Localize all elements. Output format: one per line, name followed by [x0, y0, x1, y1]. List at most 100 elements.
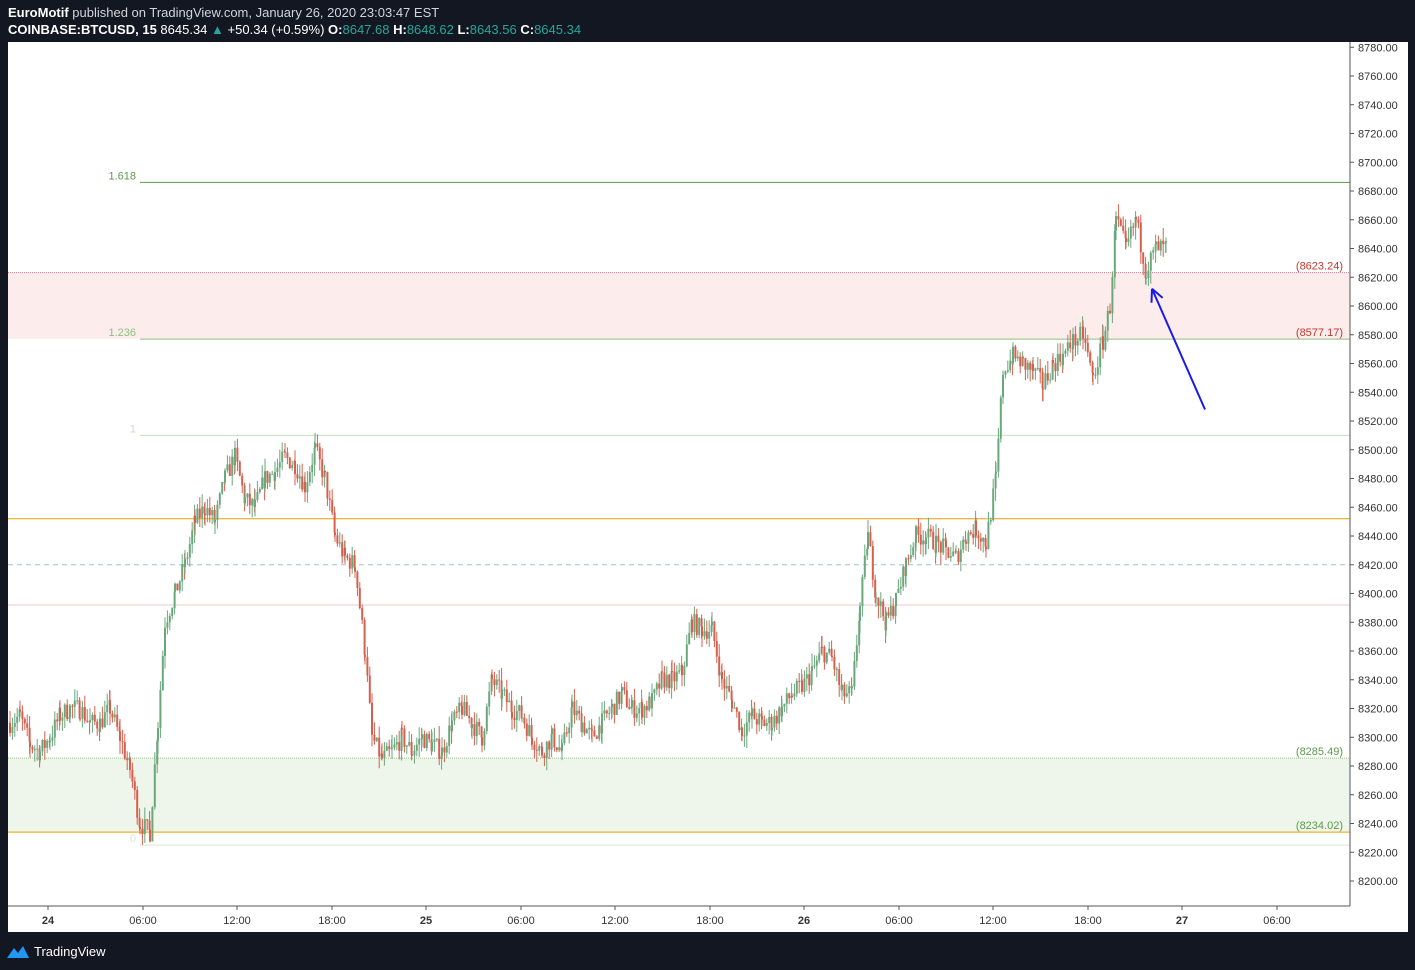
candle-body-down: [71, 705, 74, 707]
candle-body-down: [673, 671, 676, 682]
candle-body-up: [224, 470, 226, 483]
change-triangle-icon: ▲: [211, 22, 224, 37]
candle-body-up: [508, 700, 511, 703]
candle-body-down: [945, 540, 947, 548]
candle-body-up: [851, 686, 853, 689]
candle-body-down: [830, 648, 833, 656]
open-label: O:: [328, 22, 343, 37]
arrow-head: [1151, 287, 1164, 299]
candle-body-down: [96, 721, 99, 729]
candle-body-up: [785, 693, 788, 704]
candle-body-up: [1049, 379, 1052, 381]
candle-body-down: [1041, 371, 1044, 389]
candle-body-down: [1109, 310, 1111, 314]
candle-body-down: [882, 601, 885, 617]
price-axis-bg: [1350, 42, 1408, 932]
candle-body-down: [318, 447, 321, 460]
candle-body-up: [959, 549, 962, 562]
candle-body-up: [683, 666, 686, 676]
candle-body-up: [538, 746, 541, 751]
time-tick-label: 12:00: [223, 915, 251, 927]
footer-brand[interactable]: TradingView: [34, 944, 106, 959]
candle-body-up: [685, 644, 688, 667]
candle-body-down: [613, 703, 616, 715]
price-tick-label: 8680.00: [1358, 186, 1398, 198]
candle-body-up: [351, 555, 354, 569]
candle-body-up: [693, 614, 696, 632]
candle-body-down: [83, 707, 86, 721]
candle-body-up: [188, 544, 191, 558]
candle-body-up: [518, 705, 521, 711]
price-axis[interactable]: 8200.00 8220.00 8240.00 8260.00 8280.00 8300.…: [1349, 42, 1408, 932]
candle-body-up: [471, 724, 473, 729]
symbol-label[interactable]: COINBASE:BTCUSD, 15: [8, 22, 157, 37]
candle-body-up: [751, 708, 753, 717]
price-tick-label: 8700.00: [1358, 157, 1398, 169]
candle-body-up: [143, 819, 146, 835]
candle-body-up: [214, 519, 216, 523]
candle-body-up: [49, 740, 51, 743]
candle-body-down: [671, 670, 673, 672]
candle-body-up: [1056, 353, 1059, 372]
price-tick-label: 8500.00: [1358, 445, 1398, 457]
candle-body-down: [23, 718, 26, 724]
candle-body-down: [123, 742, 126, 759]
candle-body-up: [571, 701, 573, 708]
candle-body-down: [932, 531, 935, 549]
price-tick-label: 8360.00: [1358, 646, 1398, 658]
candle-body-down: [691, 619, 693, 632]
candle-body-up: [982, 538, 985, 542]
candle-body-down: [208, 507, 211, 516]
candle-body-down: [358, 587, 361, 609]
candle-body-up: [653, 689, 656, 693]
candle-body-up: [33, 749, 36, 751]
candle-body-up: [408, 741, 411, 746]
candle-body-up: [157, 728, 159, 742]
candle-body-down: [1042, 388, 1044, 390]
price-tick-label: 8560.00: [1358, 359, 1398, 371]
candle-body-up: [383, 750, 386, 759]
time-tick-label: 18:00: [318, 915, 346, 927]
candle-body-up: [771, 727, 773, 731]
tradingview-logo-icon[interactable]: [6, 944, 30, 960]
candle-body-down: [336, 535, 339, 544]
candle-body-up: [234, 447, 236, 466]
candle-body-up: [278, 462, 281, 468]
candle-body-down: [975, 520, 977, 536]
candle-body-down: [238, 461, 241, 476]
candle-body-up: [503, 689, 506, 691]
candle-body-down: [929, 528, 932, 532]
candle-body-down: [741, 727, 743, 736]
candle-body-up: [585, 729, 588, 734]
candle-body-up: [815, 660, 818, 666]
candle-body-up: [495, 679, 498, 686]
candle-body-up: [743, 735, 746, 737]
candle-body-down: [887, 612, 890, 616]
candle-body-up: [895, 592, 897, 607]
candle-body-down: [129, 758, 131, 770]
candle-body-up: [621, 687, 623, 692]
candle-body-up: [274, 471, 276, 481]
candle-body-down: [700, 618, 703, 627]
candle-body-up: [905, 558, 907, 576]
price-tick-label: 8300.00: [1358, 732, 1398, 744]
candle-body-up: [488, 691, 491, 707]
author-name[interactable]: EuroMotif: [8, 5, 69, 20]
candle-body-down: [1086, 342, 1089, 353]
time-axis[interactable]: 24 06:00 12:00 18:00 25 06:00 12:00 18:00 26 06:0…: [8, 905, 1350, 927]
candle-body-up: [635, 713, 638, 718]
candle-body-up: [1034, 368, 1037, 371]
candle-body-up: [859, 605, 861, 622]
candle-body-down: [353, 555, 356, 568]
annotation-arrow[interactable]: [1150, 287, 1206, 410]
price-chart[interactable]: 1.618 1.236 1 0 (8623.24) (8577.17) (8285.49) (…: [0, 0, 1415, 934]
candle-body-up: [655, 683, 658, 690]
candle-body-down: [354, 567, 356, 572]
candle-body-down: [28, 727, 31, 742]
candle-body-up: [69, 705, 71, 718]
candle-body-down: [368, 675, 371, 703]
candle-body-down: [333, 512, 336, 533]
candle-body-up: [631, 700, 633, 707]
candle-body-up: [550, 734, 553, 750]
candle-body-down: [595, 736, 598, 739]
